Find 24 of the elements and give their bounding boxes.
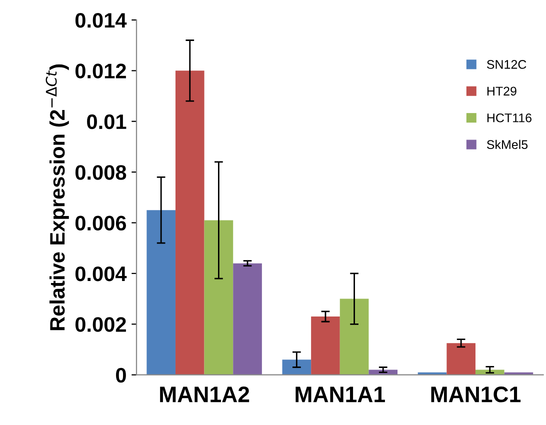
bar xyxy=(175,70,204,375)
y-axis-title: Relative Expression (2$^{−ΔCt}$) xyxy=(46,64,69,330)
legend-label: SkMel5 xyxy=(486,140,528,150)
bar xyxy=(204,220,234,375)
x-tick-label: MAN1A2 xyxy=(160,386,250,402)
y-tick-label: 0.012 xyxy=(75,64,126,78)
legend-label: HT29 xyxy=(487,86,516,96)
bar xyxy=(146,210,176,375)
y-tick-label: 0.006 xyxy=(75,216,126,231)
legend-label: SN12C xyxy=(486,60,526,69)
y-tick-label: 0.004 xyxy=(75,266,127,282)
bar xyxy=(446,343,476,375)
x-tick-label: MAN1A1 xyxy=(296,386,385,402)
y-tick-label: 0.002 xyxy=(75,317,126,332)
legend-label: HCT116 xyxy=(487,113,532,122)
bar xyxy=(282,360,312,375)
y-tick-label: 0 xyxy=(116,368,126,383)
bar xyxy=(233,263,262,375)
y-tick-label: 0.014 xyxy=(75,12,127,28)
y-tick-label: 0.008 xyxy=(75,165,126,180)
x-tick-label: MAN1C1 xyxy=(431,386,521,402)
bar xyxy=(340,298,369,375)
y-tick-label: 0.01 xyxy=(87,114,126,130)
bar xyxy=(311,316,340,375)
